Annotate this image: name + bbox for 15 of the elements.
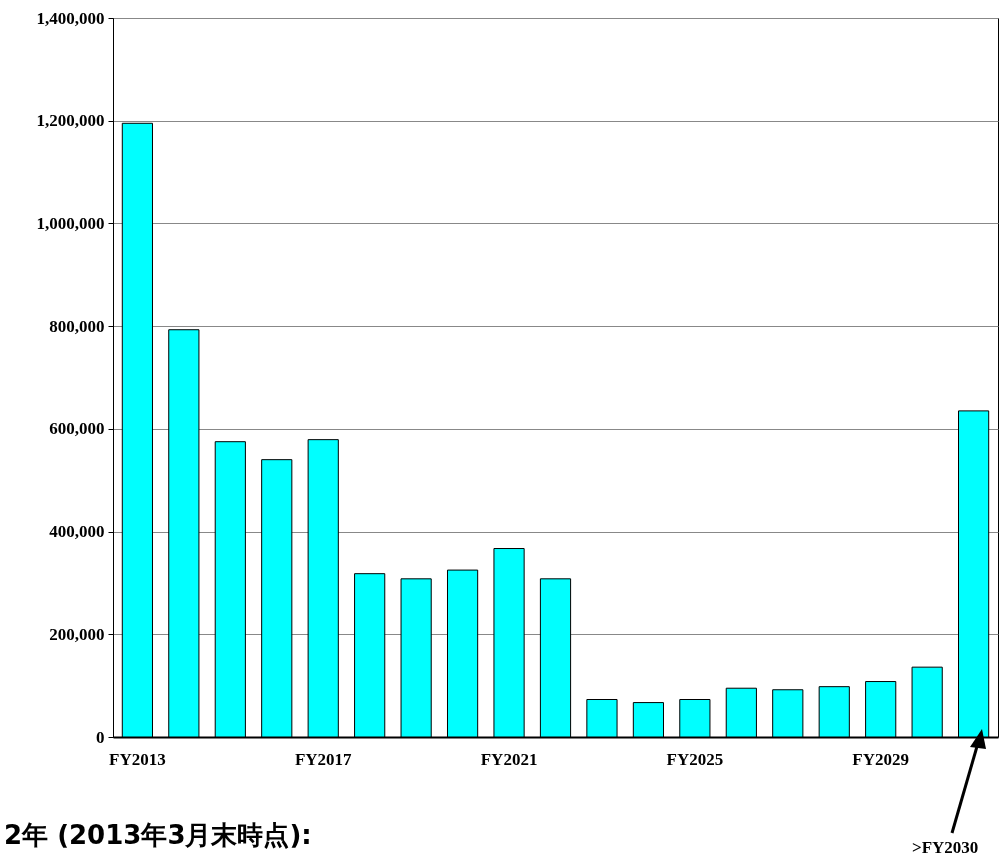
y-tick-label: 600,000 xyxy=(49,419,105,439)
y-tick-label: 200,000 xyxy=(49,624,105,644)
x-tick-label: FY2025 xyxy=(666,749,724,769)
y-tick-label: 800,000 xyxy=(49,316,105,336)
x-tick-label: FY2021 xyxy=(480,749,538,769)
text: >FY2030 xyxy=(912,838,979,858)
y-tick-label: 1,200,000 xyxy=(36,111,105,131)
y-tick-label: 1,400,000 xyxy=(36,8,105,28)
x-tick-label: FY2029 xyxy=(852,749,910,769)
y-tick-label: 0 xyxy=(96,727,105,747)
text: 2年 (2013年3月末時点): xyxy=(4,819,312,852)
x-tick-label: FY2013 xyxy=(109,749,166,769)
y-tick-label: 1,000,000 xyxy=(36,213,105,233)
x-tick-label: FY2017 xyxy=(294,749,353,769)
y-tick-label: 400,000 xyxy=(49,522,105,542)
